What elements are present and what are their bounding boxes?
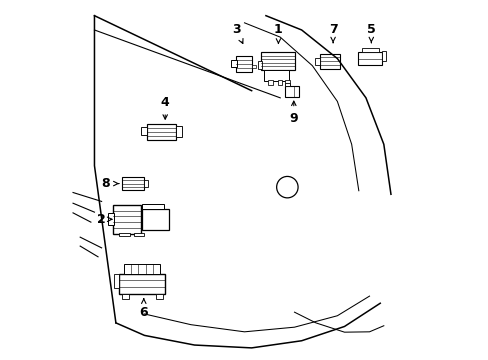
Text: 9: 9 (289, 112, 298, 125)
Bar (114, 274, 119, 288)
Bar (134, 233, 143, 237)
Bar (260, 52, 294, 70)
Bar (285, 86, 299, 97)
Bar (124, 264, 160, 274)
Bar (285, 83, 290, 86)
Bar (122, 177, 144, 190)
Text: 4: 4 (161, 96, 169, 109)
Bar (146, 124, 176, 140)
Text: 8: 8 (102, 177, 110, 190)
Bar (108, 213, 114, 225)
Bar (176, 126, 182, 137)
Bar (285, 80, 289, 85)
Text: 2: 2 (96, 213, 105, 226)
Bar (251, 64, 255, 68)
Text: 5: 5 (366, 23, 375, 36)
Bar (277, 80, 282, 85)
Bar (142, 208, 169, 230)
Text: 6: 6 (139, 306, 148, 319)
Bar (119, 274, 165, 294)
Bar (314, 58, 320, 65)
Bar (119, 233, 130, 237)
Bar (156, 294, 163, 298)
Bar (230, 60, 237, 67)
Bar (122, 294, 129, 298)
Bar (361, 48, 378, 52)
Bar (144, 180, 147, 187)
Bar (357, 52, 382, 65)
Text: 7: 7 (328, 23, 337, 36)
Bar (113, 205, 141, 234)
Bar (319, 54, 340, 69)
Bar (141, 127, 147, 135)
Bar (264, 70, 288, 81)
Bar (257, 62, 262, 69)
Bar (382, 51, 385, 61)
Bar (267, 80, 272, 85)
Bar (142, 204, 163, 208)
Text: 3: 3 (232, 23, 241, 36)
Text: 1: 1 (273, 23, 282, 36)
Bar (236, 56, 251, 72)
